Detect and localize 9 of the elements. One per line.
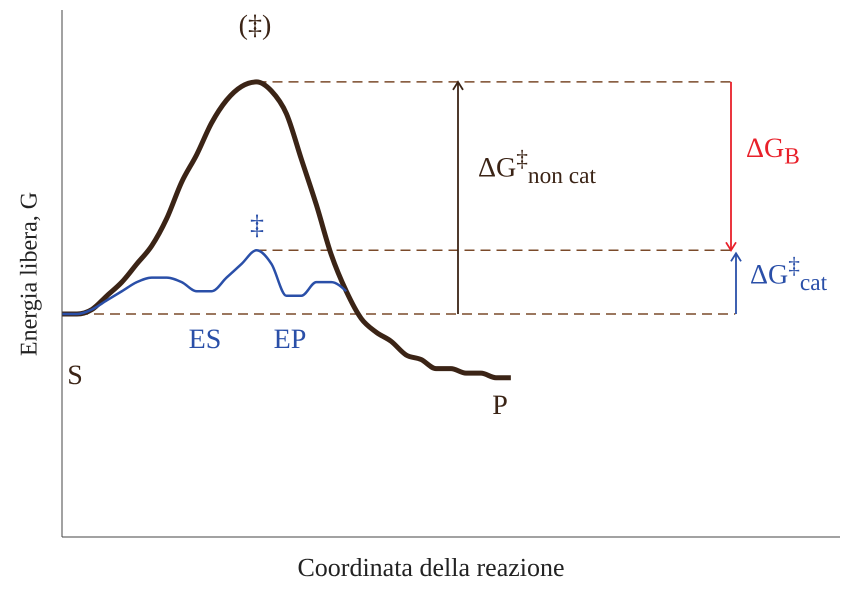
annotation: S [67, 360, 83, 391]
x-axis-title: Coordinata della reazione [297, 553, 565, 583]
y-axis-title: Energia libera, G [16, 191, 44, 356]
annotation: ES [188, 324, 222, 355]
annotation: ‡ [250, 210, 264, 241]
text: (‡) [238, 10, 272, 41]
annotation: EP [274, 324, 306, 355]
annotation: ΔG$_{B}$ [746, 133, 800, 170]
annotation: P [492, 390, 508, 421]
